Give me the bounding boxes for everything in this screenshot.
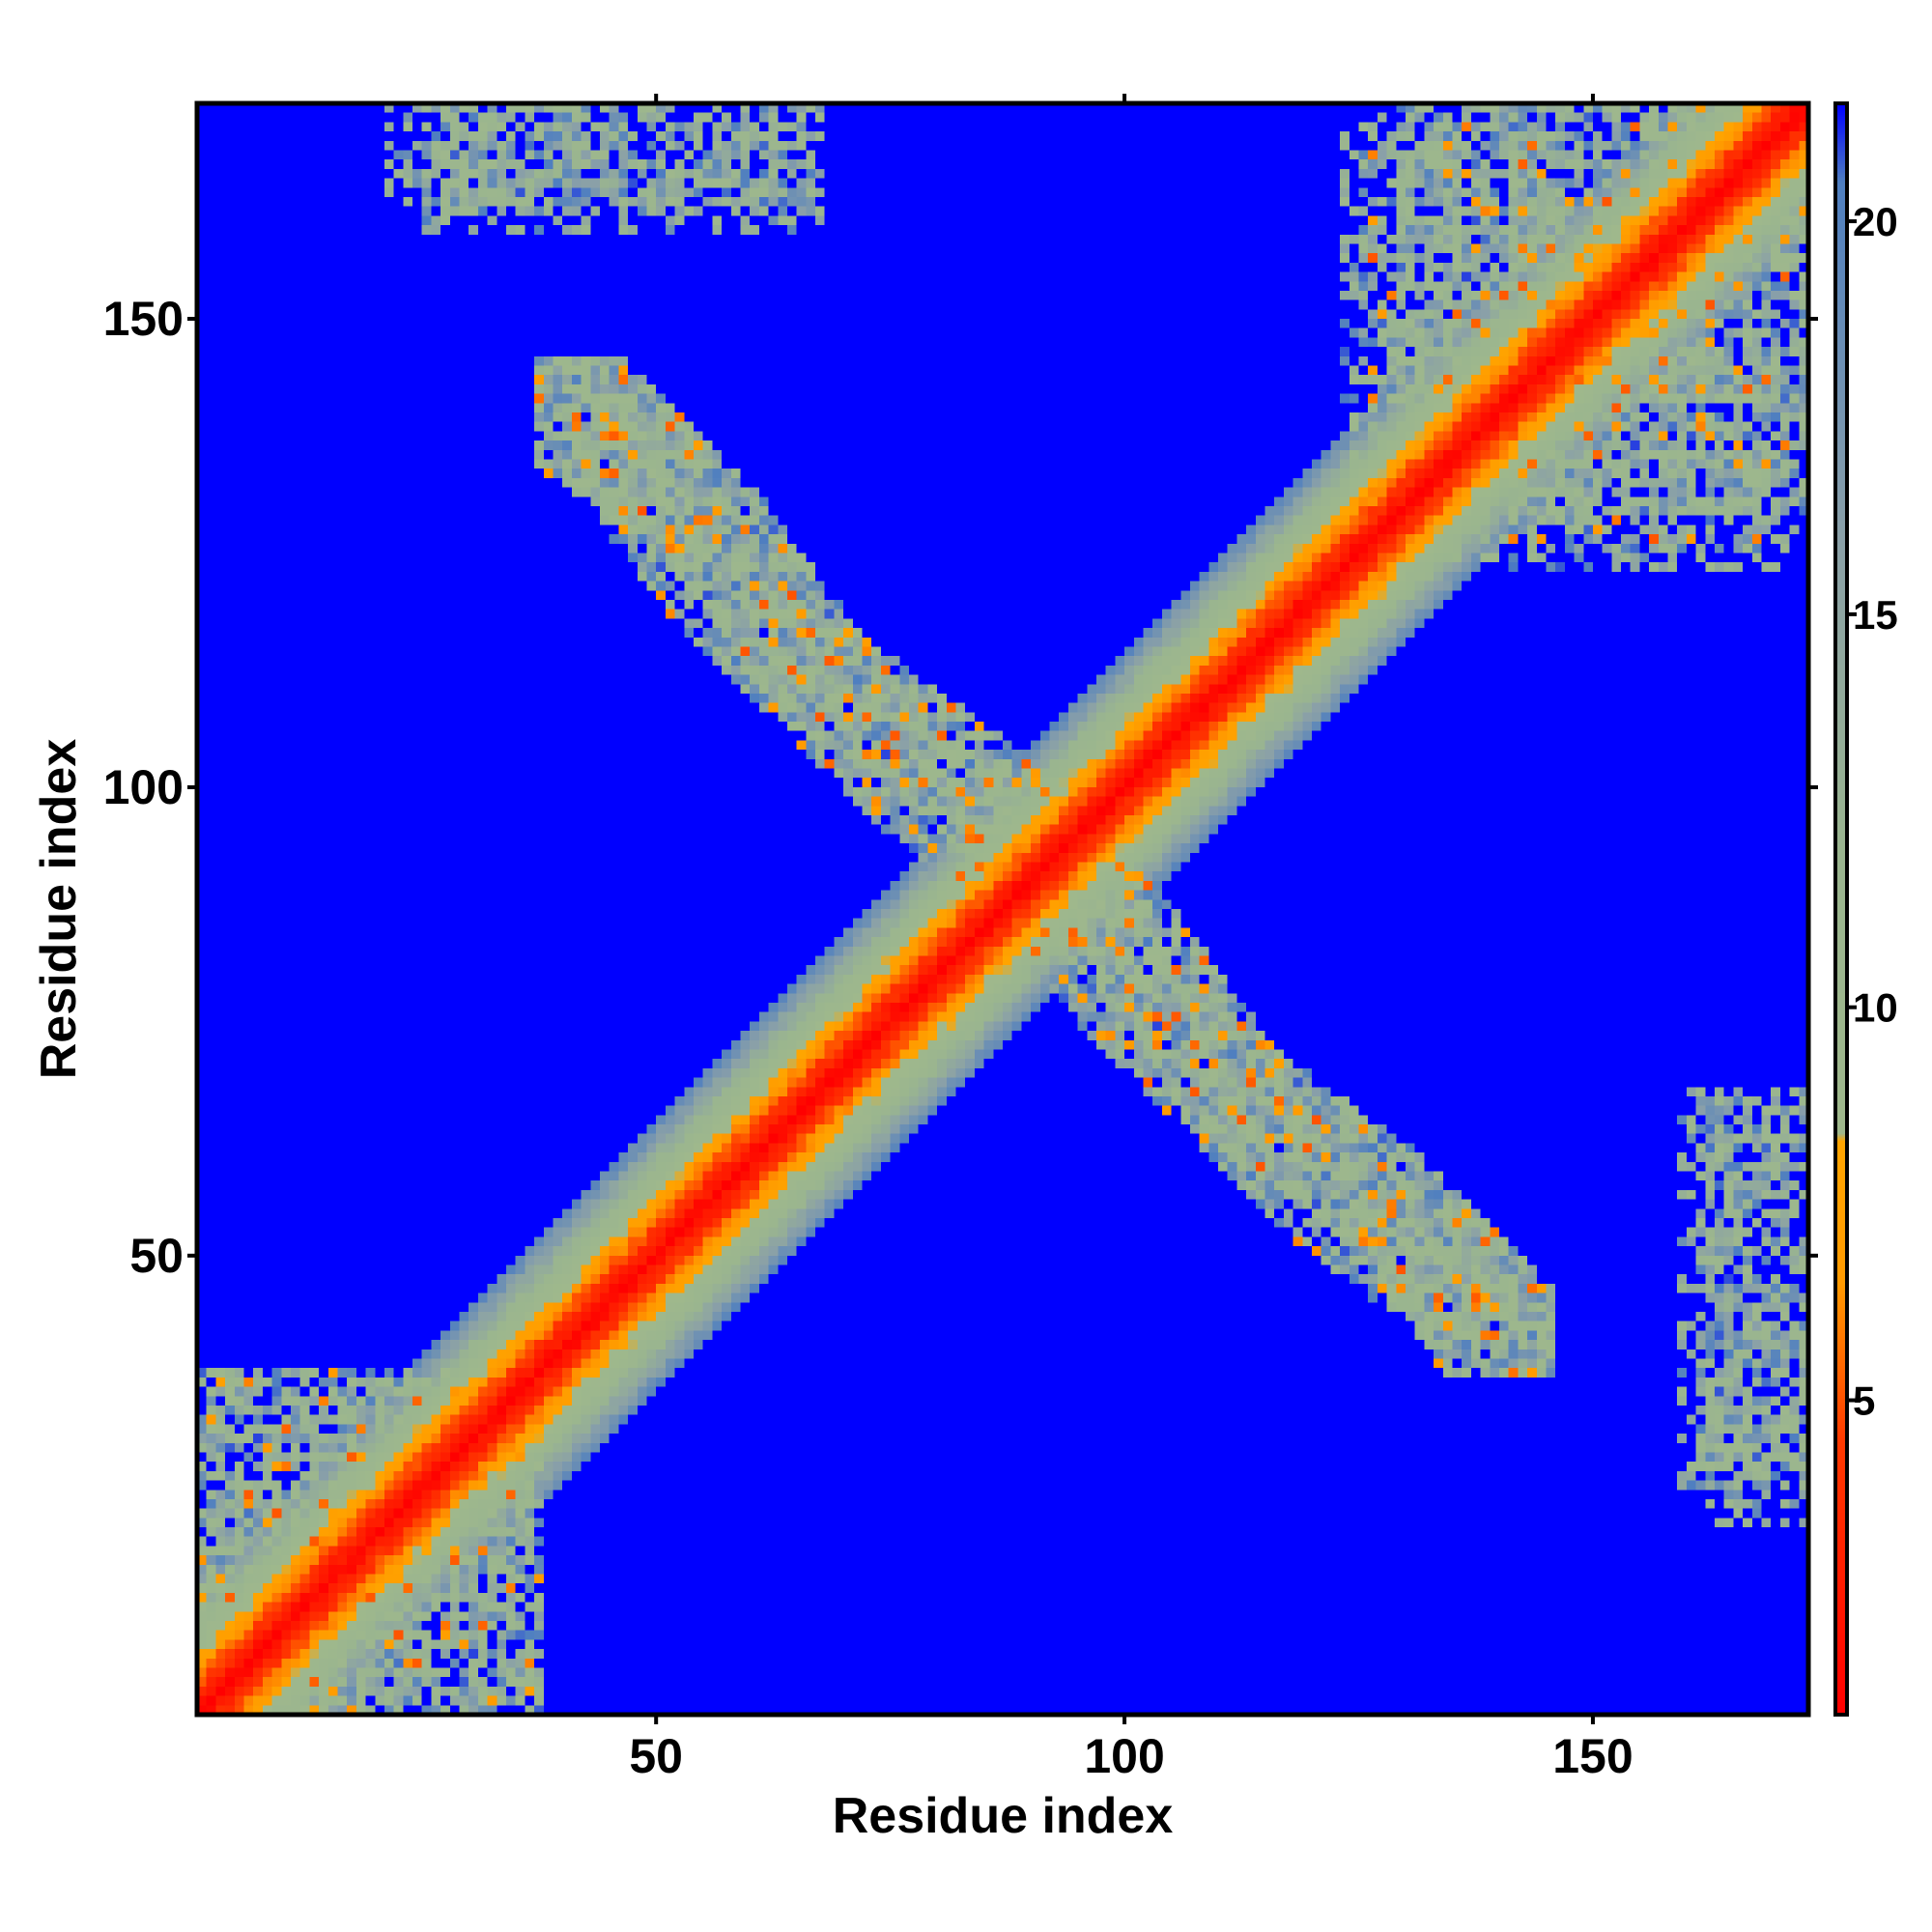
y-axis-title: Residue index: [31, 739, 87, 1080]
y-tick-label: 150: [103, 292, 184, 346]
colorbar-gradient: [1835, 103, 1847, 1715]
x-tick-label: 100: [1084, 1729, 1164, 1783]
y-tick-label: 100: [103, 760, 184, 814]
y-tick-label: 50: [129, 1229, 184, 1283]
colorbar-frame: [1833, 101, 1849, 1717]
plot-frame: [194, 100, 1811, 1718]
colorbar-tick-label: 5: [1853, 1378, 1875, 1424]
colorbar-tick-label: 15: [1853, 592, 1898, 638]
x-tick-label: 150: [1552, 1729, 1633, 1783]
colorbar-tick-label: 10: [1853, 985, 1898, 1031]
colorbar-axis: 5 10 15 20: [1847, 199, 1898, 1424]
x-tick-label: 50: [629, 1729, 683, 1783]
colorbar-tick-label: 20: [1853, 199, 1898, 244]
heatmap-grid: [197, 103, 1808, 1715]
x-axis: 50 100 150: [629, 94, 1634, 1783]
y-axis: 50 100 150: [103, 292, 1818, 1283]
x-axis-title: Residue index: [833, 1788, 1174, 1844]
